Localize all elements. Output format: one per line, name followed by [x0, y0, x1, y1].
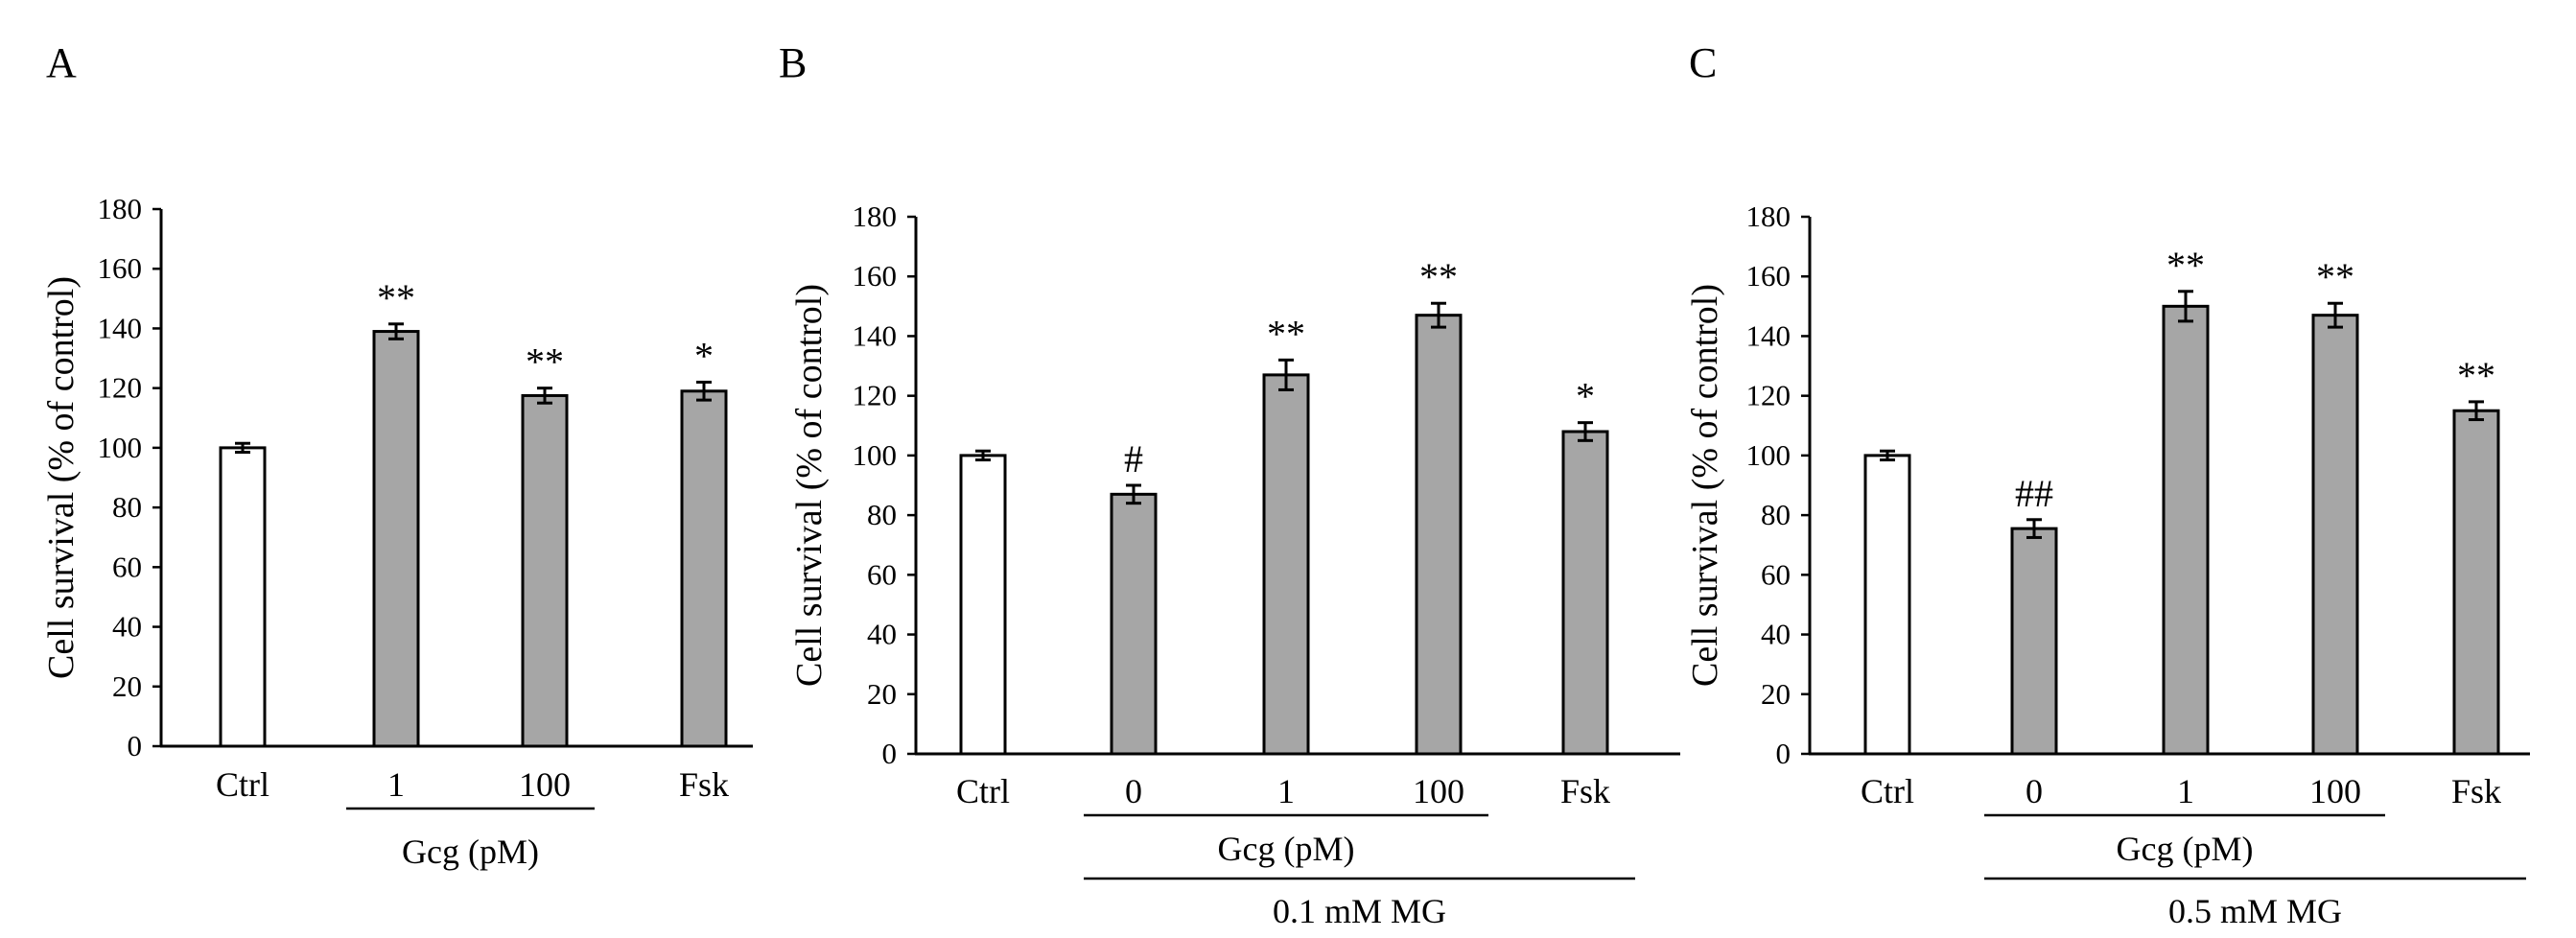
- y-tick-label: 40: [112, 610, 142, 644]
- y-tick-label: 140: [853, 318, 898, 352]
- significance-mark: **: [526, 340, 564, 384]
- bar: [372, 330, 420, 748]
- y-tick-label: 120: [98, 371, 143, 405]
- y-tick-label: 100: [853, 438, 898, 472]
- group-label: Gcg (pM): [1218, 830, 1355, 868]
- x-tick-label: Ctrl: [956, 772, 1010, 810]
- significance-mark: **: [2457, 354, 2495, 397]
- significance-mark: **: [2166, 244, 2205, 287]
- x-tick-label: 100: [519, 765, 571, 804]
- y-tick-label: 60: [867, 557, 897, 591]
- group-label: 0.1 mM MG: [1273, 892, 1446, 930]
- y-tick-label: 60: [112, 550, 142, 583]
- y-tick-label: 60: [1761, 557, 1791, 591]
- group-label: Gcg (pM): [2117, 830, 2254, 868]
- bar: [219, 446, 267, 748]
- bar: [2162, 304, 2210, 756]
- bar: [1561, 430, 1609, 756]
- significance-mark: *: [1576, 375, 1595, 418]
- significance-mark: **: [1267, 312, 1305, 355]
- bar: [521, 393, 569, 748]
- y-tick-label: 120: [1746, 379, 1791, 412]
- y-tick-label: 40: [867, 618, 897, 651]
- y-tick-label: 160: [98, 251, 143, 285]
- x-tick-label: 100: [2309, 772, 2361, 810]
- significance-mark: #: [1124, 437, 1143, 481]
- panel-letter: B: [779, 39, 807, 86]
- bar: [959, 454, 1007, 756]
- y-tick-label: 0: [128, 729, 143, 762]
- y-tick-label: 80: [867, 498, 897, 531]
- panel-letter: A: [46, 39, 77, 86]
- x-tick-label: Fsk: [2451, 772, 2501, 810]
- bar: [1110, 492, 1158, 756]
- x-tick-label: 0: [2026, 772, 2043, 810]
- y-tick-label: 160: [1746, 259, 1791, 293]
- y-tick-label: 0: [882, 737, 898, 770]
- x-tick-label: 1: [2177, 772, 2194, 810]
- group-label: Gcg (pM): [402, 832, 539, 871]
- y-axis-label: Cell survival (% of control): [41, 276, 82, 679]
- y-tick-label: 40: [1761, 618, 1791, 651]
- y-tick-label: 160: [853, 259, 898, 293]
- bar: [680, 389, 728, 748]
- x-tick-label: 0: [1125, 772, 1142, 810]
- y-tick-label: 80: [1761, 498, 1791, 531]
- y-tick-label: 20: [867, 677, 897, 711]
- bar: [1415, 314, 1463, 756]
- bar: [2311, 314, 2359, 756]
- y-tick-label: 20: [1761, 677, 1791, 711]
- panel-a: A Cell survival (% of control) 0 20 40 60 80 10…: [41, 39, 753, 871]
- y-tick-label: 180: [98, 192, 143, 225]
- x-tick-label: Fsk: [1560, 772, 1610, 810]
- bar: [1262, 373, 1310, 756]
- group-label: 0.5 mM MG: [2168, 892, 2342, 930]
- x-tick-label: Fsk: [679, 765, 729, 804]
- y-tick-label: 20: [112, 669, 142, 703]
- y-tick-label: 140: [98, 311, 143, 344]
- bar: [1863, 454, 1911, 756]
- significance-mark: ##: [2015, 472, 2053, 515]
- x-tick-label: 1: [1277, 772, 1295, 810]
- x-tick-label: Ctrl: [1861, 772, 1914, 810]
- y-tick-label: 120: [853, 379, 898, 412]
- significance-mark: **: [377, 276, 415, 319]
- y-tick-label: 80: [112, 490, 142, 524]
- x-tick-label: 1: [387, 765, 405, 804]
- bar: [2010, 527, 2058, 756]
- y-axis-label: Cell survival (% of control): [789, 284, 830, 687]
- x-tick-label: Ctrl: [216, 765, 269, 804]
- x-tick-label: 100: [1413, 772, 1464, 810]
- y-tick-label: 0: [1776, 737, 1791, 770]
- y-axis-label: Cell survival (% of control): [1685, 284, 1725, 687]
- significance-mark: **: [2316, 255, 2354, 298]
- y-tick-label: 140: [1746, 318, 1791, 352]
- significance-mark: **: [1419, 255, 1458, 298]
- bar: [2452, 409, 2500, 756]
- y-tick-label: 180: [1746, 199, 1791, 233]
- y-tick-label: 180: [853, 199, 898, 233]
- y-tick-label: 100: [1746, 438, 1791, 472]
- significance-mark: *: [694, 334, 714, 377]
- y-tick-label: 100: [98, 431, 143, 464]
- panel-letter: C: [1689, 39, 1717, 86]
